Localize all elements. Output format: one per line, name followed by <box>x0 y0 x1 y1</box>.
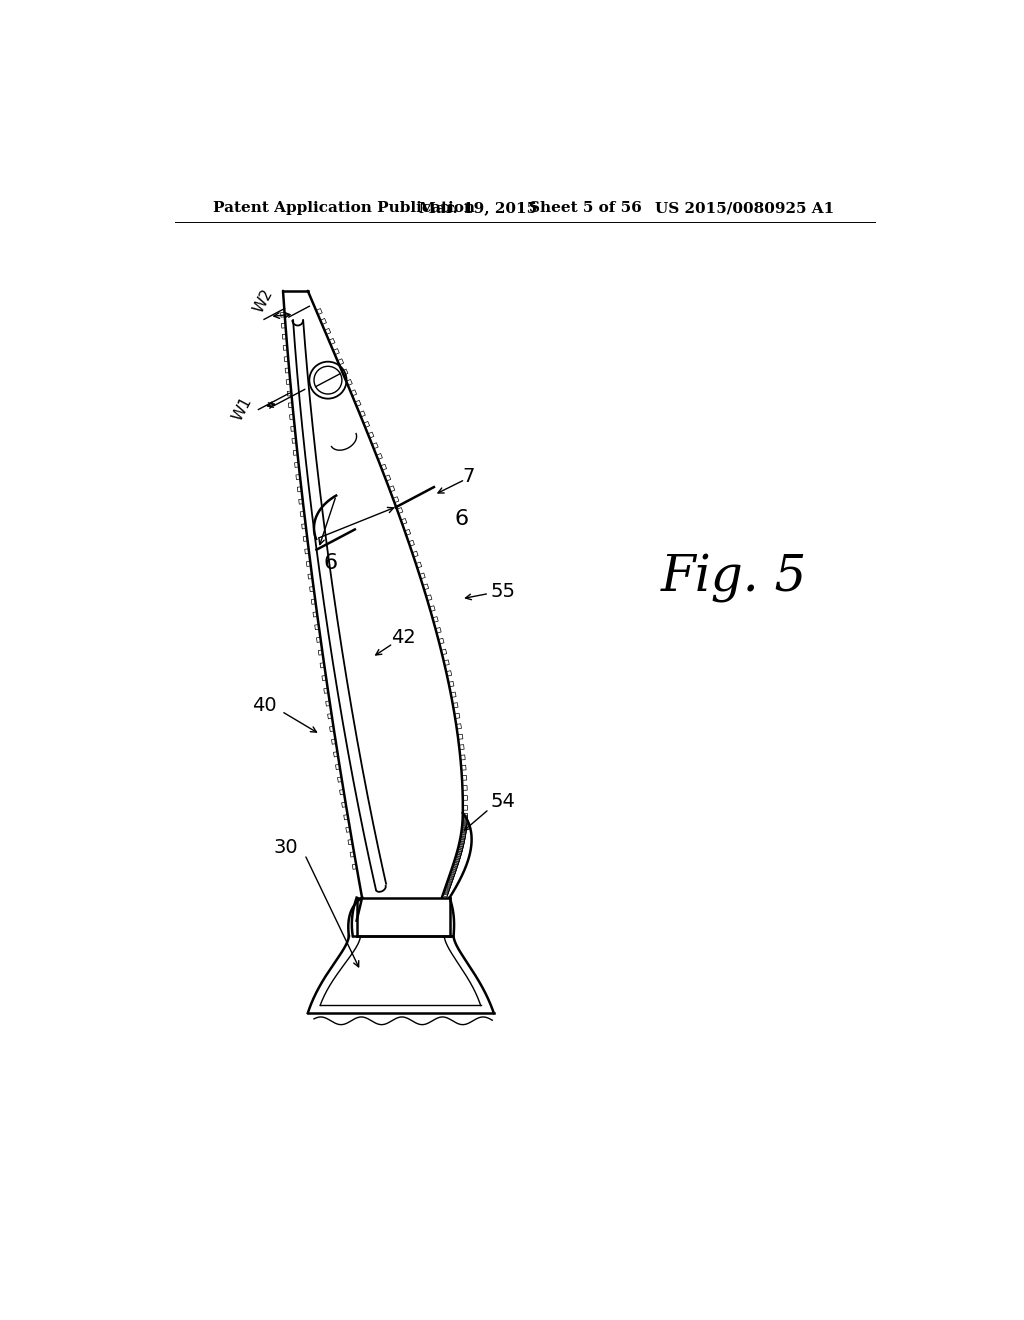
Text: Patent Application Publication: Patent Application Publication <box>213 202 475 215</box>
Text: Mar. 19, 2015: Mar. 19, 2015 <box>419 202 537 215</box>
Text: 7: 7 <box>463 467 475 486</box>
Text: 42: 42 <box>391 628 416 647</box>
Text: 30: 30 <box>273 838 299 857</box>
Text: 54: 54 <box>490 792 515 810</box>
Text: Fig. 5: Fig. 5 <box>662 553 808 603</box>
Text: W2: W2 <box>251 286 276 315</box>
Text: 40: 40 <box>252 696 276 714</box>
Text: Sheet 5 of 56: Sheet 5 of 56 <box>529 202 642 215</box>
Text: 55: 55 <box>490 582 516 601</box>
Text: 6: 6 <box>455 508 468 529</box>
Text: US 2015/0080925 A1: US 2015/0080925 A1 <box>655 202 835 215</box>
Text: W1: W1 <box>230 395 255 424</box>
Text: 6: 6 <box>324 553 338 573</box>
